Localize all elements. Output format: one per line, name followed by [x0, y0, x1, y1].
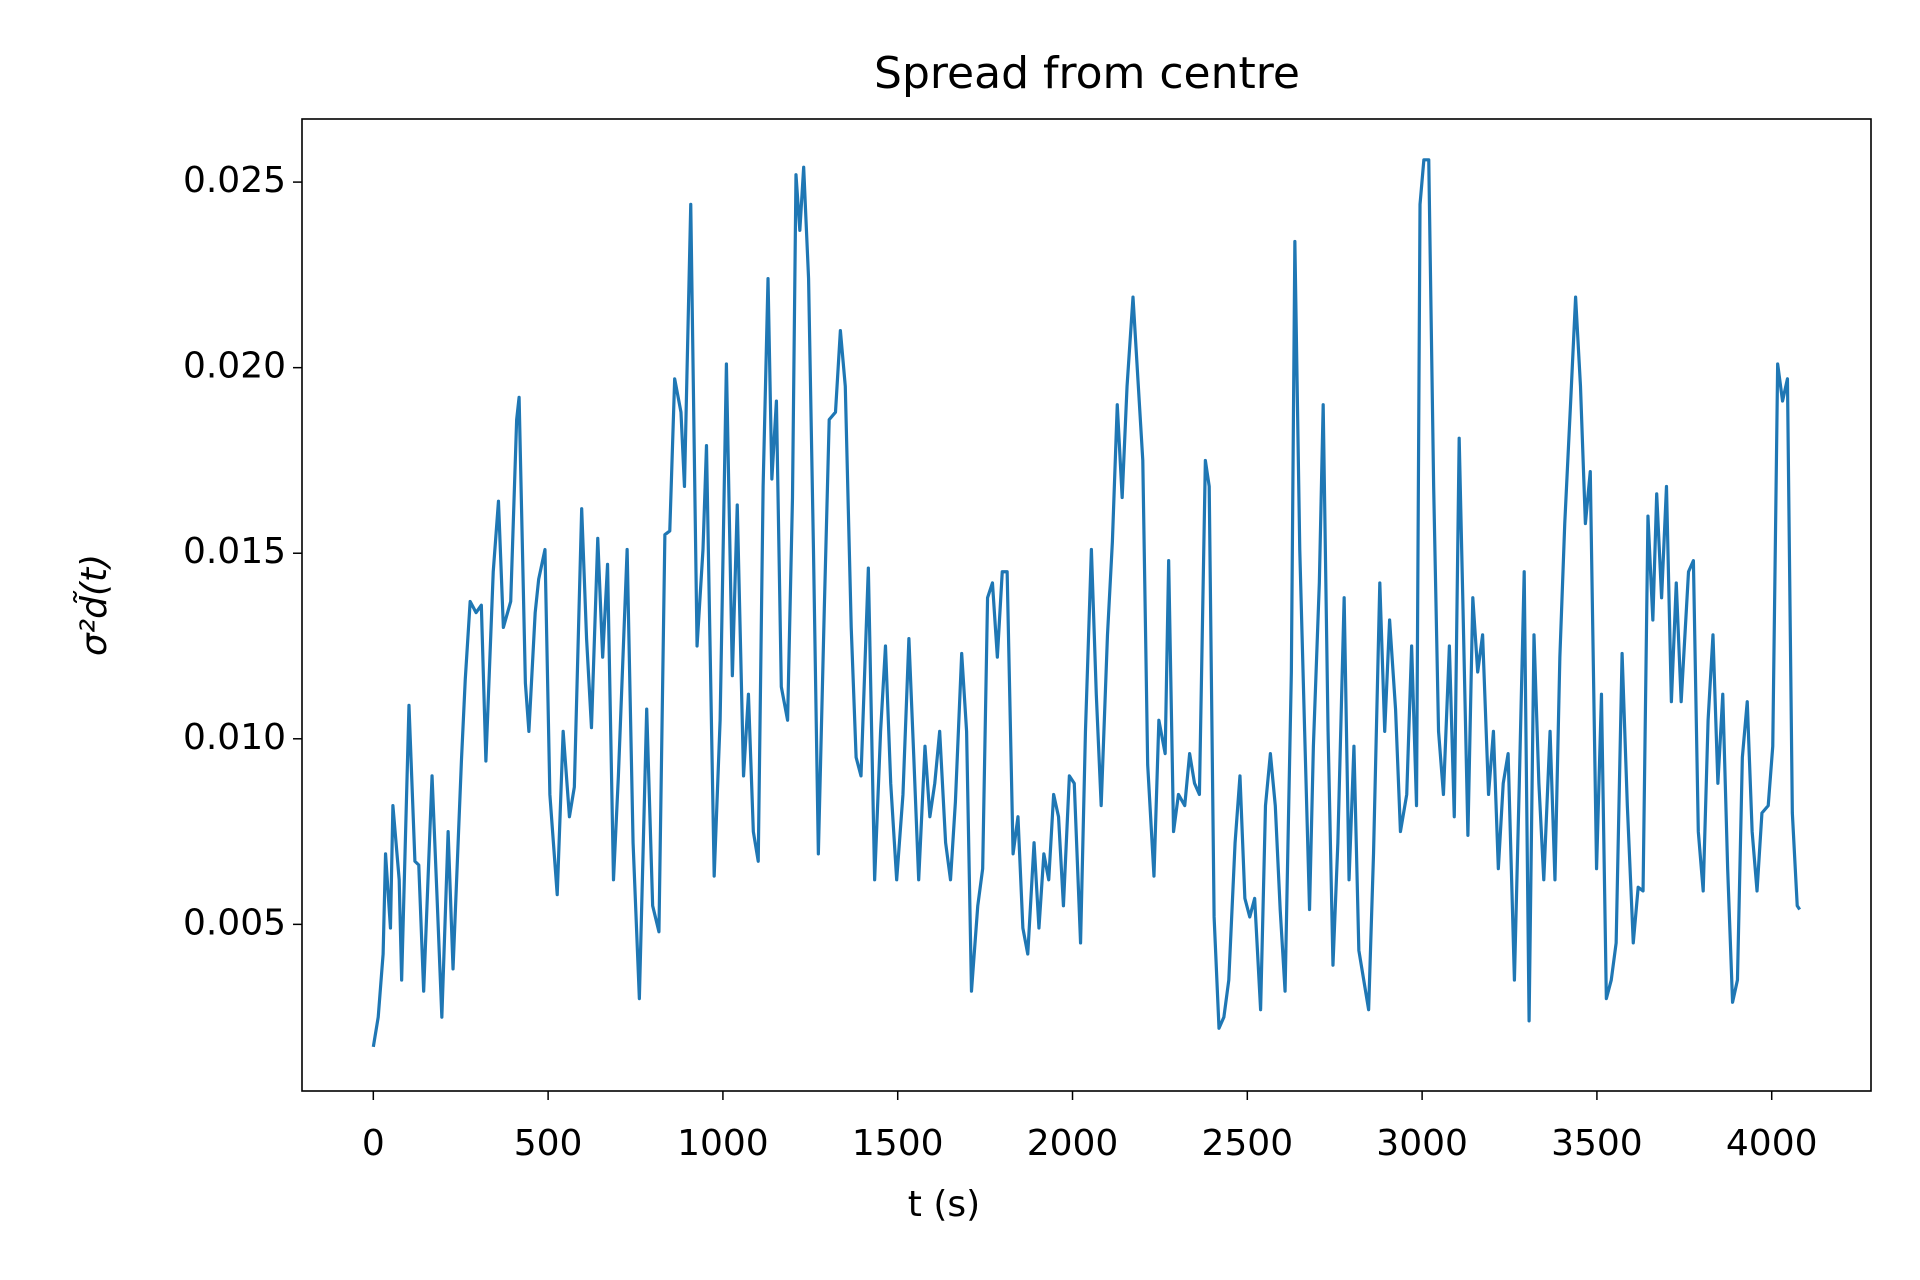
- chart-title: Spread from centre: [874, 48, 1300, 99]
- y-tick-label: 0.005: [183, 902, 286, 943]
- y-axis-label: σ²d̃(t): [73, 554, 115, 656]
- x-tick-label: 500: [514, 1123, 583, 1164]
- x-tick-label: 3000: [1376, 1123, 1468, 1164]
- x-tick-label: 4000: [1726, 1123, 1818, 1164]
- x-tick-label: 0: [362, 1123, 385, 1164]
- data-line: [371, 158, 1802, 1048]
- x-tick-label: 2500: [1202, 1123, 1294, 1164]
- x-tick-label: 2000: [1027, 1123, 1119, 1164]
- x-tick-label: 1500: [852, 1123, 944, 1164]
- x-axis-label: t (s): [908, 1184, 980, 1225]
- y-tick-label: 0.015: [183, 531, 286, 572]
- plot-frame: [301, 118, 1872, 1092]
- y-tick-label: 0.025: [183, 160, 286, 201]
- y-tick-label: 0.020: [183, 346, 286, 387]
- x-tick-label: 3500: [1551, 1123, 1643, 1164]
- y-tick-label: 0.010: [183, 717, 286, 758]
- x-tick-label: 1000: [677, 1123, 769, 1164]
